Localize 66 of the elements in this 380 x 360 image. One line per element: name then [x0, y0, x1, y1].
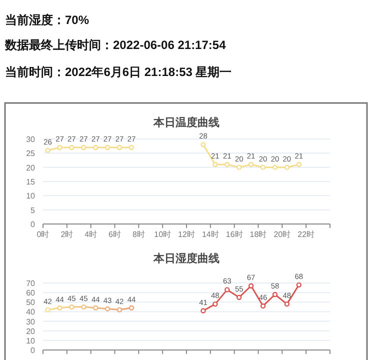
- point: [224, 287, 230, 292]
- point: [260, 303, 266, 309]
- point: [81, 144, 86, 150]
- point: [116, 144, 122, 150]
- x-tick-label: 22时: [298, 230, 315, 239]
- y-tick-label: 15: [26, 178, 36, 186]
- x-tick-label: 20时: [274, 230, 291, 239]
- y-tick-label: 0: [30, 220, 36, 229]
- point: [57, 144, 62, 150]
- point: [116, 307, 122, 312]
- x-tick-label: 6时: [108, 230, 121, 239]
- point: [248, 162, 254, 168]
- point: [284, 301, 290, 307]
- point: [104, 144, 110, 150]
- point: [272, 164, 278, 170]
- point: [128, 144, 134, 150]
- x-tick-label: 18时: [250, 230, 267, 239]
- y-tick-label: 25: [26, 149, 36, 158]
- y-tick-label: 20: [26, 163, 36, 172]
- point: [200, 142, 206, 148]
- point: [212, 301, 218, 307]
- x-tick-label: 16时: [226, 230, 243, 239]
- x-tick-label: 14时: [202, 230, 219, 239]
- point: [224, 162, 230, 168]
- point: [260, 164, 266, 170]
- x-tick-label: 10时: [154, 230, 172, 239]
- point: [296, 162, 302, 168]
- y-tick-label: 5: [30, 206, 36, 215]
- text: 当前湿度：70%: [5, 13, 90, 27]
- point: [296, 282, 302, 288]
- y-tick-label: 50: [26, 298, 36, 308]
- x-tick-label: 0时: [36, 230, 50, 239]
- point: [93, 305, 98, 310]
- x-tick-label: 4时: [84, 230, 98, 239]
- y-tick-label: 40: [26, 308, 36, 317]
- point: [45, 307, 50, 312]
- point: [69, 304, 74, 310]
- point: [93, 144, 98, 150]
- y-tick-label: 30: [26, 317, 36, 326]
- point: [69, 144, 74, 150]
- y-tick-label: 60: [26, 288, 36, 298]
- point: [284, 164, 290, 170]
- point: [45, 148, 50, 153]
- y-tick-label: 10: [26, 192, 36, 201]
- y-tick-label: 30: [26, 135, 36, 144]
- y-tick-label: 70: [26, 279, 36, 288]
- x-tick-label: 2时: [60, 230, 74, 239]
- x-tick-label: 12时: [178, 230, 195, 239]
- point: [200, 308, 206, 314]
- text: 当前时间：2022年6月6日 21:18:53 星期一: [5, 65, 232, 79]
- point: [212, 162, 218, 168]
- point: [104, 306, 110, 312]
- point: [57, 305, 62, 310]
- y-tick-label: 20: [26, 326, 36, 336]
- point: [236, 164, 242, 170]
- y-tick-label: 0: [30, 346, 36, 355]
- point: [81, 304, 86, 310]
- y-tick-label: 10: [26, 336, 36, 346]
- text: 数据最终上传时间：2022-06-06 21:17:54: [4, 38, 226, 52]
- chart-title: 本日湿度曲线: [152, 252, 220, 265]
- chart-title: 本日温度曲线: [152, 116, 220, 129]
- x-tick-label: 8时: [132, 230, 145, 239]
- point: [272, 292, 278, 298]
- point: [128, 305, 134, 310]
- point: [236, 294, 242, 300]
- point: [248, 283, 254, 288]
